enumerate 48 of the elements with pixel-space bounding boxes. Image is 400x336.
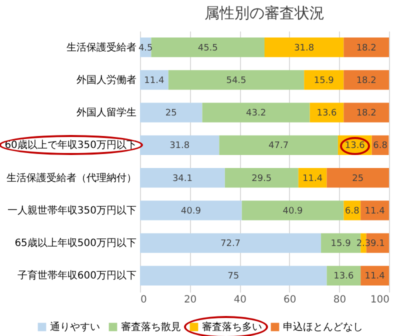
data-label: 29.5 — [252, 174, 272, 184]
x-tick-label: 60 — [284, 294, 296, 306]
data-label: 11.4 — [144, 76, 164, 86]
data-label: 31.8 — [294, 43, 314, 54]
legend-label: 通りやすい — [50, 321, 100, 333]
x-tick-label: 40 — [234, 294, 246, 306]
y-tick-label: 子育世帯年収600万円以下 — [17, 270, 136, 282]
y-tick-label: 生活保護受給者（代理納付） — [6, 172, 136, 184]
y-tick-label: 一人親世帯年収350万円以下 — [7, 204, 136, 216]
data-label: 43.2 — [246, 108, 266, 119]
x-tick-label: 100 — [370, 294, 390, 306]
data-label: 13.6 — [316, 108, 338, 119]
data-label: 13.6 — [334, 272, 354, 282]
data-label: 9.1 — [370, 239, 385, 250]
data-label: 25 — [165, 108, 177, 119]
x-tick-label: 80 — [333, 294, 346, 306]
data-label: 2.3 — [356, 239, 371, 250]
data-label: 45.5 — [198, 43, 218, 54]
data-label: 6.8 — [344, 206, 360, 216]
x-tick-label: 20 — [184, 294, 197, 306]
data-label: 75 — [228, 272, 240, 282]
y-tick-label: 生活保護受給者 — [66, 41, 136, 54]
data-label: 31.8 — [170, 141, 190, 152]
data-label: 47.7 — [268, 141, 289, 152]
data-label: 11.4 — [302, 174, 323, 184]
y-tick-label: 外国人労働者 — [76, 74, 136, 86]
data-label: 13.6 — [344, 141, 366, 152]
chart-title: 属性別の審査状況 — [204, 4, 324, 22]
data-label: 11.4 — [364, 272, 386, 282]
legend-label: 審査落ち多い — [202, 321, 262, 333]
data-label: 15.9 — [314, 76, 334, 86]
data-label: 25 — [352, 174, 364, 184]
legend-label: 申込ほとんどなし — [283, 321, 363, 333]
legend-label: 審査落ち散見 — [121, 321, 181, 333]
data-label: 18.2 — [356, 108, 376, 119]
data-label: 18.2 — [356, 76, 376, 86]
data-label: 54.5 — [226, 76, 246, 86]
y-tick-label: 外国人留学生 — [76, 106, 136, 119]
data-label: 40.9 — [180, 206, 202, 216]
y-tick-label: 65歳以上年収500万円以下 — [14, 237, 136, 250]
data-label: 34.1 — [172, 174, 192, 184]
x-tick-label: 0 — [140, 294, 147, 306]
data-label: 11.4 — [364, 206, 386, 216]
data-label: 40.9 — [282, 206, 304, 216]
data-label: 6.8 — [373, 141, 388, 152]
data-label: 15.9 — [330, 239, 352, 250]
data-label: 18.2 — [356, 43, 376, 54]
data-label: 72.7 — [220, 239, 241, 250]
